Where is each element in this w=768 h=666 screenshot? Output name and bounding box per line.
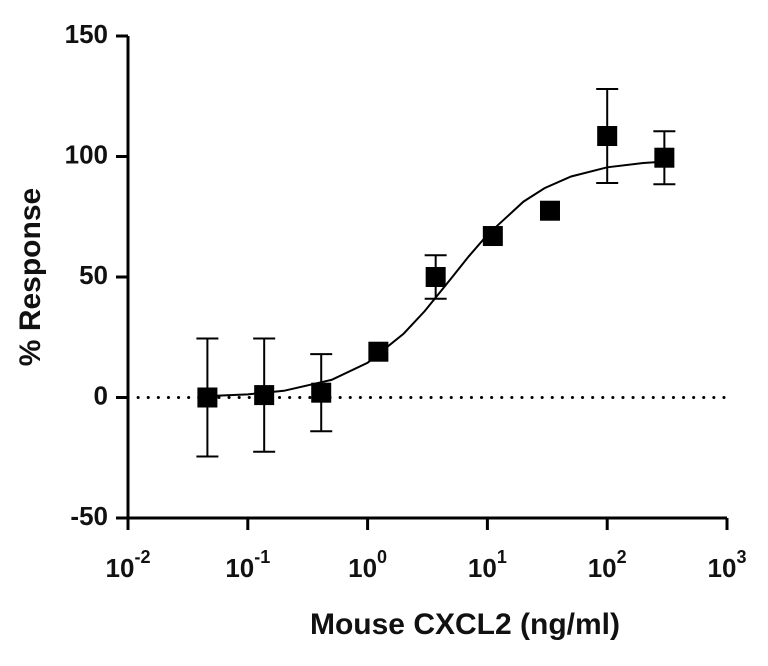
y-tick-label: 0 [94,380,108,410]
tick-exponent: 2 [617,547,627,567]
x-tick-label: 101 [468,547,507,583]
data-point [482,226,503,247]
x-tick-label: 100 [348,547,387,583]
tick-base: 10 [106,553,135,583]
data-point [425,267,446,287]
data-point [539,200,560,221]
x-tick-label: 10-1 [225,547,270,583]
y-tick-label: 100 [65,139,108,169]
data-point [197,387,218,408]
data-point [654,147,675,168]
x-tick-label: 103 [708,547,747,583]
y-tick-label: 150 [65,19,108,49]
tick-base: 10 [588,553,617,583]
tick-exponent: -1 [254,547,270,567]
tick-exponent: 1 [497,547,507,567]
tick-exponent: 0 [377,547,387,567]
fit-curve [207,160,665,398]
data-point [597,126,618,147]
y-tick-label: -50 [70,501,108,531]
data-point [254,385,275,406]
tick-exponent: -2 [134,547,150,567]
y-tick-label: 50 [79,260,108,290]
y-axis-label: % Response [14,188,47,366]
tick-base: 10 [225,553,254,583]
x-tick-label: 10-2 [106,547,151,583]
tick-base: 10 [468,553,497,583]
tick-base: 10 [348,553,377,583]
data-point [311,382,332,403]
tick-exponent: 3 [736,547,746,567]
x-axis-label: Mouse CXCL2 (ng/ml) [310,608,620,641]
x-tick-label: 102 [588,547,627,583]
data-point [368,341,389,362]
tick-base: 10 [708,553,737,583]
